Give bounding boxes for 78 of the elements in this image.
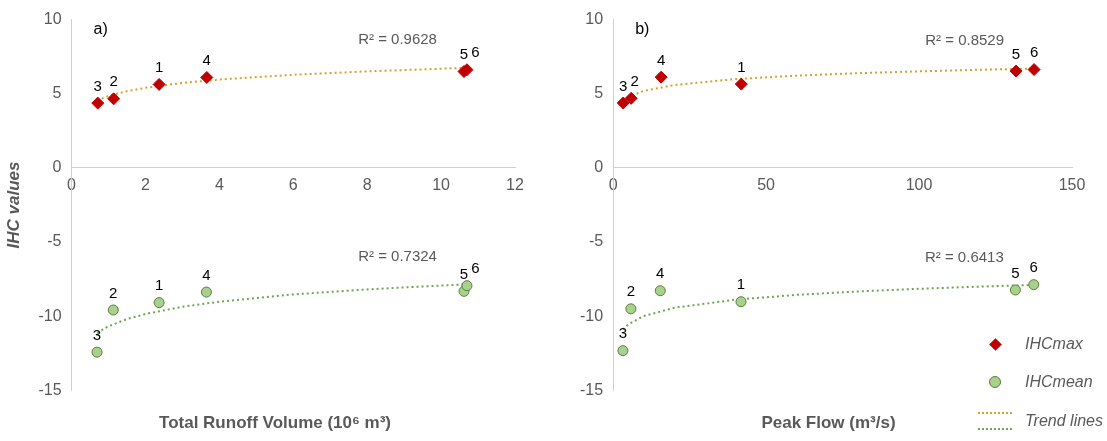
- y-tick-label: -5: [588, 232, 604, 250]
- x-tick-label: 10: [432, 175, 451, 193]
- annotation: 4: [202, 265, 211, 283]
- annotation: R² = 0.9628: [358, 30, 437, 48]
- x-axis-title: Peak Flow (m³/s): [761, 413, 896, 432]
- annotation: 6: [471, 43, 480, 61]
- annotation: 3: [92, 325, 102, 343]
- point: [734, 77, 748, 91]
- legend-label: IHCmean: [1025, 373, 1093, 391]
- y-axis-title: IHC values: [3, 161, 23, 249]
- point: [200, 286, 212, 298]
- annotation: 1: [737, 57, 746, 75]
- chart-title: a): [93, 20, 108, 38]
- x-tick-label: 100: [905, 175, 933, 193]
- annotation: 1: [154, 58, 164, 76]
- annotation: R² = 0.6413: [924, 247, 1004, 265]
- annotation: 2: [626, 282, 636, 300]
- x-tick-label: 6: [288, 175, 298, 193]
- annotation: 4: [656, 50, 666, 68]
- point: [461, 280, 473, 292]
- annotation: 5: [459, 45, 469, 63]
- point: [107, 92, 121, 106]
- point: [153, 297, 165, 309]
- point: [91, 96, 105, 110]
- point: [152, 77, 166, 91]
- y-tick-label: 0: [594, 158, 604, 176]
- annotation: 4: [202, 51, 211, 69]
- annotation: 4: [656, 264, 665, 282]
- x-tick-label: 2: [140, 175, 150, 193]
- annotation: R² = 0.8529: [925, 31, 1005, 49]
- point: [1009, 284, 1021, 296]
- point: [616, 96, 630, 110]
- y-tick-label: -5: [47, 232, 62, 250]
- y-tick-label: -15: [38, 380, 62, 398]
- x-tick-label: 12: [506, 175, 524, 193]
- chart-title: b): [635, 20, 650, 38]
- x-tick-label: 4: [214, 175, 224, 193]
- annotation: 3: [618, 324, 628, 342]
- legend-label: Trend lines: [1025, 412, 1103, 430]
- annotation: 1: [736, 275, 746, 293]
- point: [200, 70, 214, 84]
- annotation: 3: [93, 76, 102, 94]
- annotation: 2: [109, 283, 118, 301]
- point: [625, 303, 637, 315]
- annotation: 5: [1011, 44, 1021, 62]
- point: [107, 304, 119, 316]
- annotation: 5: [1011, 263, 1020, 281]
- legend-label: IHCmax: [1025, 335, 1083, 353]
- y-tick-label: 10: [585, 10, 604, 28]
- point: [624, 91, 638, 105]
- point: [91, 346, 103, 358]
- x-tick-label: 50: [757, 175, 776, 193]
- y-tick-label: 0: [52, 158, 62, 176]
- x-axis-title: Total Runoff Volume (10⁶ m³): [158, 413, 392, 433]
- y-tick-label: -10: [38, 306, 62, 324]
- annotation: R² = 0.7324: [358, 246, 437, 264]
- annotation: 3: [619, 76, 628, 94]
- annotation: 1: [154, 276, 164, 294]
- point: [1027, 63, 1041, 77]
- x-tick-label: 8: [362, 175, 372, 193]
- annotation: 2: [109, 72, 118, 90]
- point: [654, 70, 668, 84]
- annotation: 6: [471, 259, 480, 277]
- y-tick-label: 5: [52, 84, 62, 102]
- annotation: 2: [630, 72, 639, 89]
- point: [617, 345, 629, 357]
- y-tick-label: 10: [43, 10, 62, 28]
- annotation: 6: [1029, 43, 1039, 61]
- y-tick-label: -10: [580, 306, 604, 324]
- point: [735, 296, 747, 308]
- y-tick-label: 5: [594, 84, 604, 102]
- y-tick-label: -15: [580, 380, 604, 398]
- point: [1028, 279, 1040, 291]
- annotation: 5: [459, 264, 469, 282]
- point: [654, 285, 666, 297]
- annotation: 6: [1029, 258, 1038, 276]
- x-tick-label: 150: [1058, 175, 1086, 193]
- point: [1009, 64, 1023, 78]
